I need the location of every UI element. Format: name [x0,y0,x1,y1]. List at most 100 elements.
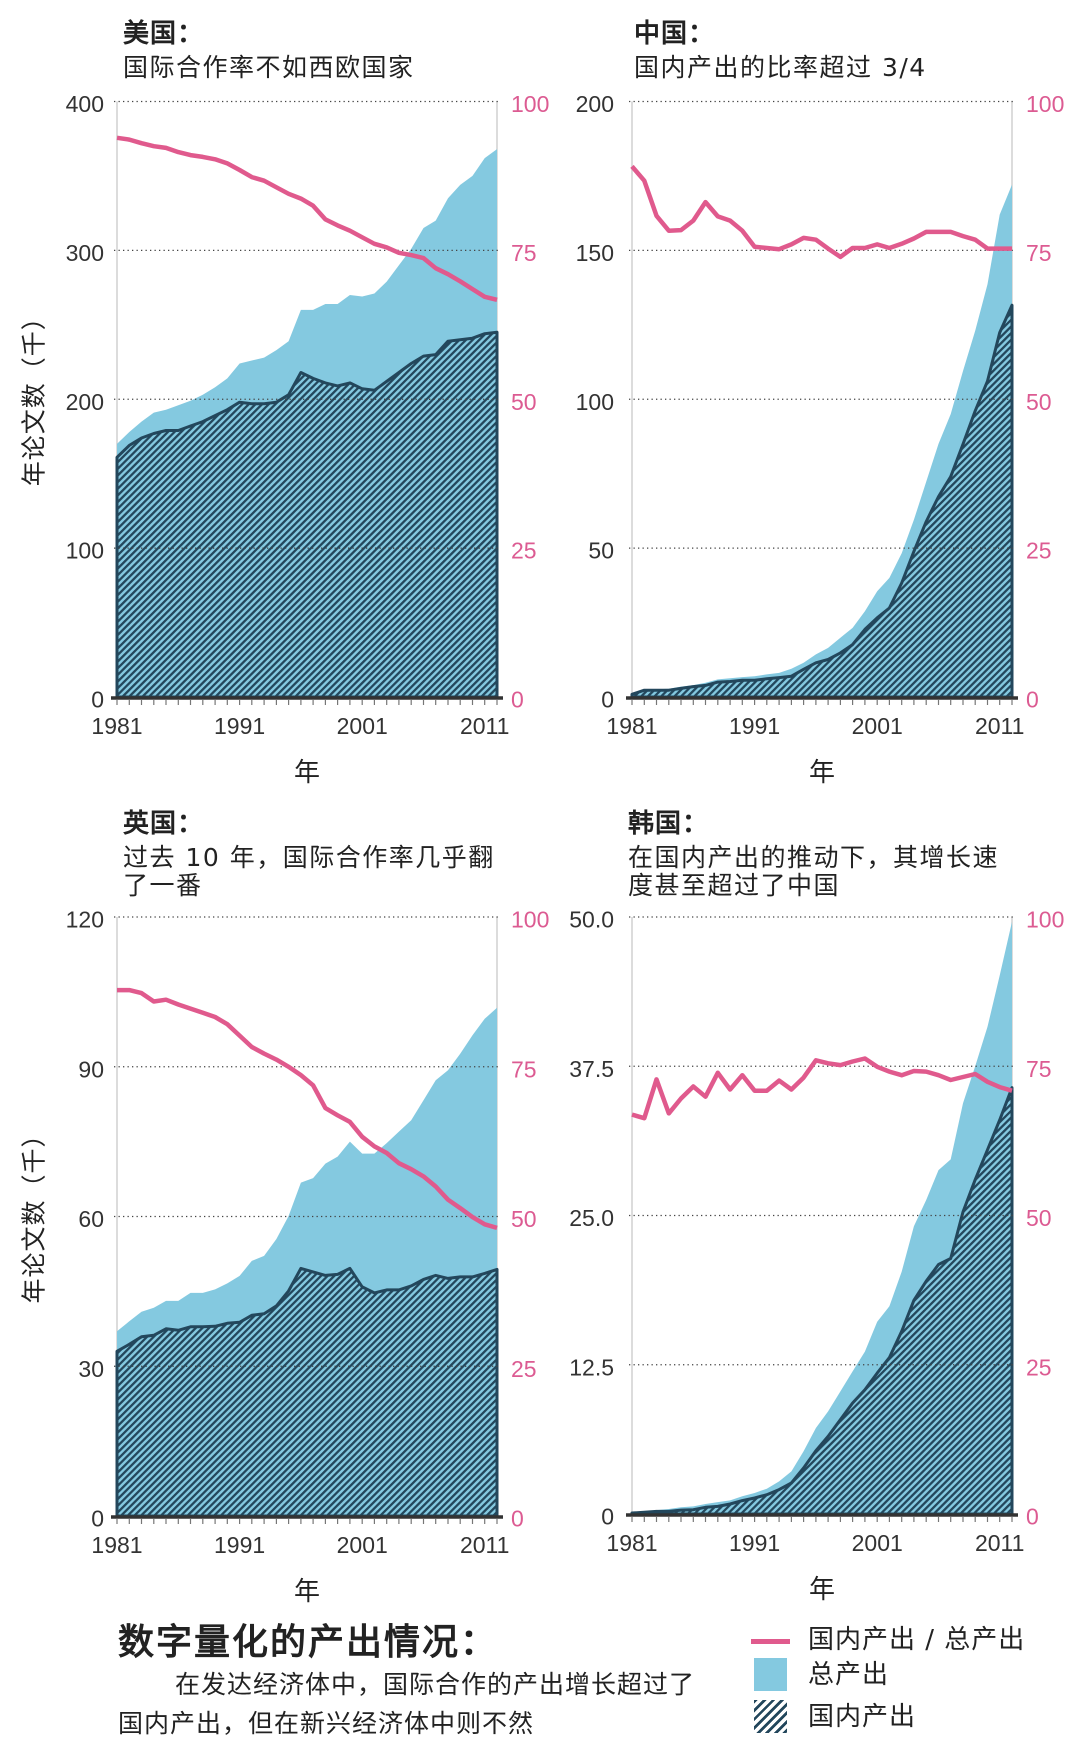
x-axis-title: 年 [809,758,835,788]
area-series-group [115,1007,499,1518]
chart-header-china: 中国： 国内产出的比率超过 3/4 [634,19,927,82]
x-tick-label: 1981 [606,1530,657,1556]
chart-title-korea: 韩国： [628,809,710,839]
y2-tick-label: 100 [511,907,549,933]
y-axis-title: 年论文数（千） [20,304,49,486]
x-tick-marks [631,700,1013,705]
x-tick-label: 2011 [975,1530,1024,1556]
y-tick-label: 100 [66,538,104,564]
x-tick-label: 1981 [91,713,142,739]
area-series-group [630,184,1014,699]
domestic-ratio-line [117,987,498,1231]
y2-tick-label: 25 [1026,538,1052,564]
footer-description-line1: 在发达经济体中，国际合作的产出增长超过了 [175,1670,696,1699]
y2-tick-label: 25 [511,538,537,564]
chart-subtitle-korea-line2: 度甚至超过了中国 [628,871,841,900]
y-axis-title: 年论文数（千） [20,1121,49,1303]
chart-title-china: 中国： [634,19,716,49]
y-tick-label: 200 [66,389,104,415]
y-tick-label: 200 [576,91,614,117]
y2-tick-label: 50 [1026,1205,1052,1231]
x-tick-label: 2001 [852,713,903,739]
y2-tick-label: 75 [511,1056,537,1082]
x-tick-marks [631,1517,1013,1522]
chart-title-uk: 英国： [123,809,205,839]
chart-title-usa: 美国： [123,19,205,49]
y-tick-label: 90 [78,1056,104,1082]
chart-subtitle-china: 国内产出的比率超过 3/4 [634,53,927,82]
chart-china: 0 50 100 150 200 0 25 50 75 100 1981 1991 2001 2011 年 [576,91,1065,788]
x-axis-title: 年 [809,1575,835,1605]
chart-usa: 0 100 200 300 400 0 25 50 75 100 1981 1991 2001 2011 年… [20,91,550,788]
footer-description: 在发达经济体中，国际合作的产出增长超过了 国内产出，但在新兴经济体中则不然 [118,1665,758,1743]
x-tick-label: 1991 [729,713,780,739]
domestic-output-area [630,303,1014,699]
y2-tick-label: 75 [1026,240,1052,266]
y-tick-label: 100 [576,389,614,415]
domestic-output-area [115,1266,499,1518]
y2-tick-label: 0 [511,1506,524,1532]
legend-label-total: 总产出 [808,1660,890,1690]
chart-korea: 0 12.5 25.0 37.5 50.0 0 25 50 75 100 1981 1991 2001 2… [569,907,1064,1606]
y2-tick-label: 75 [511,240,537,266]
y-tick-label: 25.0 [569,1205,614,1231]
legend-swatch-domestic-hatch [754,1700,787,1733]
footer-title: 数字量化的产出情况： [118,1622,499,1663]
y-tick-label: 120 [66,907,104,933]
y2-tick-label: 100 [511,91,549,117]
footer-description-line2: 国内产出，但在新兴经济体中则不然 [118,1709,535,1738]
x-tick-label: 2011 [460,1532,509,1558]
y-tick-label: 150 [576,240,614,266]
x-tick-label: 2001 [337,713,388,739]
x-tick-label: 2011 [975,713,1024,739]
y-tick-label: 50 [588,538,614,564]
x-tick-label: 1991 [729,1530,780,1556]
chart-subtitle-usa: 国际合作率不如西欧国家 [123,53,415,82]
y-tick-label: 12.5 [569,1354,614,1380]
legend-swatch-ratio-line [751,1639,790,1644]
chart-header-korea: 韩国： 在国内产出的推动下，其增长速 度甚至超过了中国 [628,809,999,900]
x-axis-title: 年 [294,1577,320,1607]
y-tick-label: 300 [66,240,104,266]
legend-swatch-total-fill [754,1658,787,1691]
y-tick-label: 0 [601,687,614,713]
x-tick-label: 2001 [852,1530,903,1556]
y-tick-label: 30 [78,1356,104,1382]
y2-tick-label: 0 [1026,687,1039,713]
y2-tick-label: 25 [1026,1354,1052,1380]
y2-tick-label: 0 [1026,1504,1039,1530]
legend-label-domestic: 国内产出 [808,1702,917,1732]
x-tick-label: 1981 [91,1532,142,1558]
domestic-output-area [630,1086,1014,1516]
domestic-ratio-line [630,164,1012,260]
x-tick-marks [116,1519,498,1524]
y-tick-label: 37.5 [569,1056,614,1082]
y2-tick-label: 100 [1026,91,1064,117]
x-tick-label: 2011 [460,713,509,739]
chart-header-uk: 英国： 过去 10 年，国际合作率几乎翻 了一番 [123,809,495,900]
x-axis-title: 年 [294,758,320,788]
domestic-output-area [115,330,499,699]
chart-uk: 0 30 60 90 120 0 25 50 75 100 1981 1991 2001 2011 年 年论文… [20,907,550,1608]
domestic-ratio-line [116,135,498,302]
chart-subtitle-uk-line2: 了一番 [123,871,203,900]
x-tick-label: 1991 [214,1532,265,1558]
y2-tick-label: 50 [511,389,537,415]
chart-subtitle-uk-line1: 过去 10 年，国际合作率几乎翻 [123,843,495,872]
y-tick-label: 60 [78,1206,104,1232]
x-tick-label: 2001 [337,1532,388,1558]
chart-header-usa: 美国： 国际合作率不如西欧国家 [123,19,415,82]
chart-subtitle-korea-line1: 在国内产出的推动下，其增长速 [628,843,1000,872]
x-tick-label: 1981 [606,713,657,739]
y2-tick-label: 25 [511,1356,537,1382]
legend-label-ratio: 国内产出 / 总产出 [808,1625,1026,1655]
x-tick-label: 1991 [214,713,265,739]
y-tick-label: 0 [91,687,104,713]
y-tick-label: 50.0 [569,907,614,933]
y2-tick-label: 50 [1026,389,1052,415]
domestic-ratio-line [631,1056,1013,1121]
y2-tick-label: 75 [1026,1056,1052,1082]
y2-tick-label: 0 [511,687,524,713]
